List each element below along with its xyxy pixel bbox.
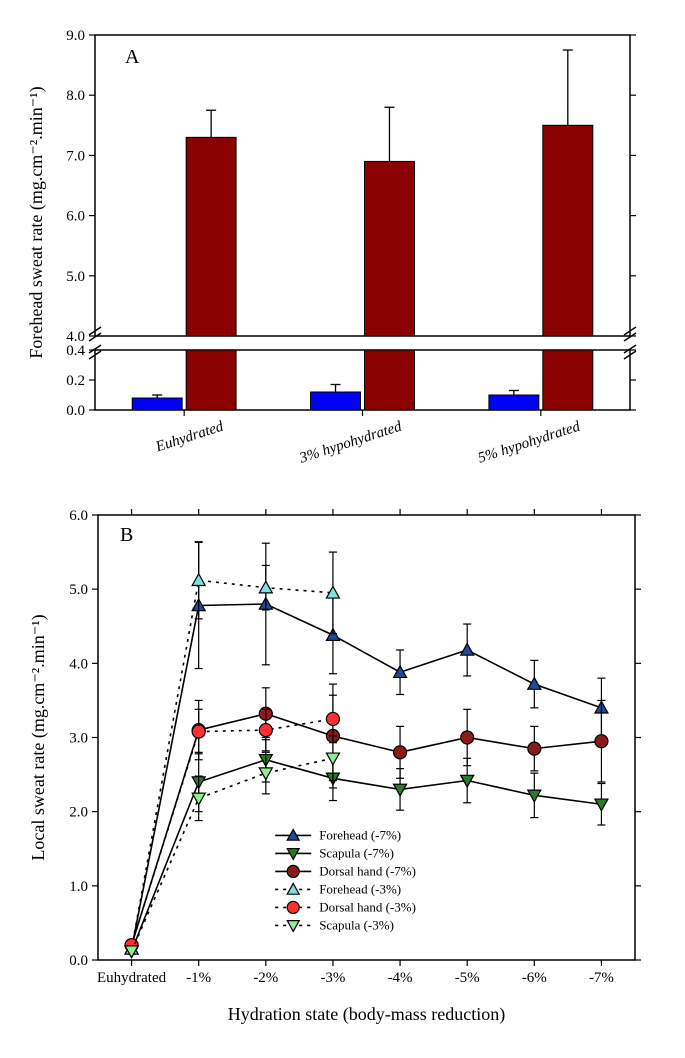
panel-a-xlabel: 3% hypohydrated <box>297 418 404 467</box>
legend-item: Scapula (-7%) <box>319 845 394 860</box>
svg-text:Euhydrated: Euhydrated <box>97 970 167 986</box>
panel-a-chart: 0.0 0.2 0.44.0 5.0 6.0 7.0 8.0 9.0 Forehead swea… <box>20 20 665 490</box>
svg-text:-1%: -1% <box>186 970 211 986</box>
legend-item: Forehead (-7%) <box>319 827 401 842</box>
svg-text:3.0: 3.0 <box>69 731 88 747</box>
svg-text:8.0: 8.0 <box>66 88 85 104</box>
legend-item: Forehead (-3%) <box>319 881 401 896</box>
svg-text:-3%: -3% <box>320 970 345 986</box>
svg-text:4.0: 4.0 <box>69 656 88 672</box>
svg-text:-5%: -5% <box>455 970 480 986</box>
svg-text:0.4: 0.4 <box>66 343 85 359</box>
svg-text:9.0: 9.0 <box>66 28 85 44</box>
svg-text:7.0: 7.0 <box>66 148 85 164</box>
svg-text:Local sweat rate (mg.cm⁻².min⁻: Local sweat rate (mg.cm⁻².min⁻¹) <box>28 614 49 860</box>
svg-text:A: A <box>125 46 140 68</box>
svg-text:B: B <box>120 524 133 546</box>
svg-text:6.0: 6.0 <box>66 209 85 225</box>
svg-text:Forehead sweat rate (mg.cm⁻².m: Forehead sweat rate (mg.cm⁻².min⁻¹) <box>26 86 47 358</box>
svg-text:Hydration state (body-mass red: Hydration state (body-mass reduction) <box>228 1004 505 1025</box>
svg-text:0.0: 0.0 <box>66 403 85 419</box>
svg-text:-7%: -7% <box>589 970 614 986</box>
panel-b-chart: 0.0 1.0 2.0 3.0 4.0 5.0 6.0 Euhydrated -1% -2% -3%… <box>20 490 665 1038</box>
svg-text:-4%: -4% <box>388 970 413 986</box>
panel-a-xlabel: 5% hypohydrated <box>476 418 582 466</box>
legend-item: Dorsal hand (-3%) <box>319 899 416 914</box>
svg-text:4.0: 4.0 <box>66 329 85 345</box>
svg-text:0.0: 0.0 <box>69 953 88 969</box>
panel-a-xlabel: Euhydrated <box>153 418 226 455</box>
svg-text:0.2: 0.2 <box>66 373 85 389</box>
legend-item: Dorsal hand (-7%) <box>319 863 416 878</box>
svg-text:5.0: 5.0 <box>69 582 88 598</box>
svg-text:-6%: -6% <box>522 970 547 986</box>
svg-text:2.0: 2.0 <box>69 805 88 821</box>
svg-text:1.0: 1.0 <box>69 879 88 895</box>
svg-text:5.0: 5.0 <box>66 269 85 285</box>
svg-text:-2%: -2% <box>253 970 278 986</box>
svg-text:6.0: 6.0 <box>69 508 88 524</box>
legend-item: Scapula (-3%) <box>319 917 394 932</box>
